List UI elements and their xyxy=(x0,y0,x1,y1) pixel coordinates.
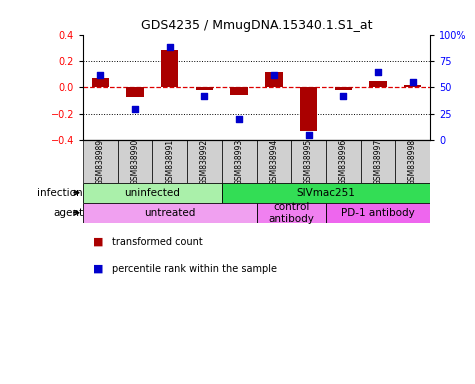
Bar xyxy=(369,81,387,88)
Bar xyxy=(326,203,430,223)
Bar xyxy=(222,183,430,203)
Text: GSM838996: GSM838996 xyxy=(339,139,348,185)
Bar xyxy=(300,88,317,131)
Point xyxy=(374,68,382,74)
Bar xyxy=(161,50,179,88)
Bar xyxy=(404,85,421,88)
Point xyxy=(131,106,139,112)
Bar xyxy=(326,141,361,183)
Text: PD-1 antibody: PD-1 antibody xyxy=(341,208,415,218)
Text: ■: ■ xyxy=(93,237,106,247)
Text: infection: infection xyxy=(38,188,83,198)
Bar xyxy=(361,141,395,183)
Title: GDS4235 / MmugDNA.15340.1.S1_at: GDS4235 / MmugDNA.15340.1.S1_at xyxy=(141,19,372,32)
Text: ■: ■ xyxy=(93,264,106,274)
Bar xyxy=(126,88,144,97)
Text: GSM838990: GSM838990 xyxy=(131,139,140,185)
Text: uninfected: uninfected xyxy=(124,188,180,198)
Text: GSM838997: GSM838997 xyxy=(373,139,382,185)
Point xyxy=(236,116,243,122)
Text: transformed count: transformed count xyxy=(112,237,202,247)
Text: SIVmac251: SIVmac251 xyxy=(296,188,355,198)
Text: percentile rank within the sample: percentile rank within the sample xyxy=(112,264,276,274)
Point xyxy=(166,44,174,50)
Point xyxy=(97,72,104,78)
Bar xyxy=(395,141,430,183)
Bar xyxy=(196,88,213,90)
Bar xyxy=(334,88,352,90)
Point xyxy=(305,132,313,138)
Bar xyxy=(265,71,283,88)
Bar xyxy=(256,141,291,183)
Bar xyxy=(118,141,152,183)
Point xyxy=(408,79,416,85)
Bar xyxy=(230,88,248,95)
Text: GSM838995: GSM838995 xyxy=(304,139,313,185)
Point xyxy=(200,93,208,99)
Text: GSM838992: GSM838992 xyxy=(200,139,209,185)
Text: control
antibody: control antibody xyxy=(268,202,314,223)
Text: GSM838994: GSM838994 xyxy=(269,139,278,185)
Text: untreated: untreated xyxy=(144,208,196,218)
Point xyxy=(270,72,277,78)
Bar xyxy=(83,183,222,203)
Bar xyxy=(83,203,256,223)
Bar xyxy=(92,78,109,88)
Text: agent: agent xyxy=(53,208,83,218)
Bar xyxy=(152,141,187,183)
Text: GSM838989: GSM838989 xyxy=(96,139,105,185)
Bar xyxy=(222,141,256,183)
Bar xyxy=(187,141,222,183)
Text: GSM838991: GSM838991 xyxy=(165,139,174,185)
Bar xyxy=(83,141,118,183)
Text: GSM838993: GSM838993 xyxy=(235,139,244,185)
Text: GSM838998: GSM838998 xyxy=(408,139,417,185)
Bar xyxy=(291,141,326,183)
Bar xyxy=(256,203,326,223)
Point xyxy=(339,93,347,99)
